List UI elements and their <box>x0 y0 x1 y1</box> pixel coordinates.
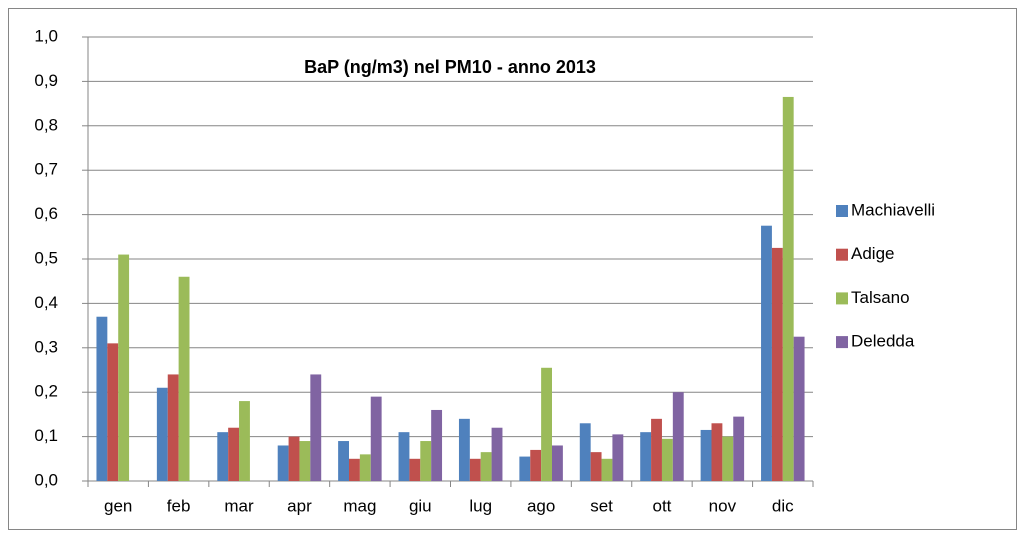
bar <box>761 225 772 481</box>
bar <box>711 423 723 481</box>
y-tick-label: 0,0 <box>34 470 58 489</box>
bar <box>530 449 542 481</box>
bar <box>469 458 481 481</box>
legend-swatch <box>836 205 848 217</box>
chart-title: BaP (ng/m3) nel PM10 - anno 2013 <box>304 57 596 77</box>
y-tick-label: 0,5 <box>34 248 58 267</box>
x-tick-label: giu <box>409 496 432 515</box>
bar <box>651 418 662 481</box>
legend-swatch <box>836 248 848 261</box>
bar <box>480 452 492 481</box>
legend-label: Adige <box>851 244 894 263</box>
x-tick-label: nov <box>709 496 737 515</box>
y-tick-label: 0,9 <box>34 71 58 90</box>
bar <box>672 392 684 481</box>
bar <box>288 436 300 481</box>
bar <box>722 436 734 481</box>
bar <box>398 432 410 481</box>
bar <box>228 427 240 481</box>
bar <box>640 432 652 481</box>
x-tick-label: mar <box>224 496 254 515</box>
bar <box>579 423 591 481</box>
x-tick-label: dic <box>772 496 794 515</box>
bar <box>338 441 349 481</box>
y-tick-label: 0,8 <box>34 115 58 134</box>
y-tick-label: 0,1 <box>34 426 58 445</box>
bar <box>409 458 421 481</box>
bar <box>612 434 624 481</box>
x-tick-label: apr <box>287 496 312 515</box>
bar <box>458 418 470 481</box>
y-tick-label: 0,4 <box>34 293 58 312</box>
bar <box>552 445 563 481</box>
bar <box>277 445 289 481</box>
bar <box>96 316 108 481</box>
bar <box>541 367 552 481</box>
legend-swatch <box>836 292 848 305</box>
bar <box>519 456 531 481</box>
bar <box>431 409 443 481</box>
legend-swatch <box>836 336 848 349</box>
x-tick-label: ago <box>527 496 555 515</box>
bar <box>420 441 432 481</box>
bar <box>156 387 168 481</box>
bar <box>359 454 371 481</box>
x-tick-label: gen <box>104 496 132 515</box>
bar <box>299 441 311 481</box>
bar <box>239 401 250 481</box>
bar <box>349 458 360 481</box>
bar <box>700 429 712 481</box>
bar <box>370 396 382 481</box>
bar <box>771 247 783 481</box>
y-tick-label: 0,7 <box>34 160 58 179</box>
x-tick-label: set <box>590 496 613 515</box>
bar <box>601 458 613 481</box>
legend-label: Deledda <box>851 332 915 351</box>
bar <box>661 438 673 481</box>
bar <box>793 336 805 481</box>
bar <box>590 452 602 481</box>
x-tick-label: lug <box>469 496 492 515</box>
bar <box>782 96 794 481</box>
legend-label: Machiavelli <box>851 200 935 219</box>
bar <box>217 432 229 481</box>
bar <box>491 427 503 481</box>
bar <box>167 374 179 481</box>
y-tick-label: 0,2 <box>34 382 58 401</box>
y-tick-label: 0,3 <box>34 337 58 356</box>
bar <box>733 416 745 481</box>
x-tick-label: ott <box>653 496 672 515</box>
bar <box>107 343 119 481</box>
x-tick-label: feb <box>167 496 191 515</box>
legend-label: Talsano <box>851 288 910 307</box>
bar <box>310 374 322 481</box>
y-tick-label: 0,6 <box>34 204 58 223</box>
x-tick-label: mag <box>343 496 376 515</box>
bar <box>118 254 130 481</box>
bar <box>178 276 190 481</box>
y-tick-label: 1,0 <box>34 26 58 45</box>
